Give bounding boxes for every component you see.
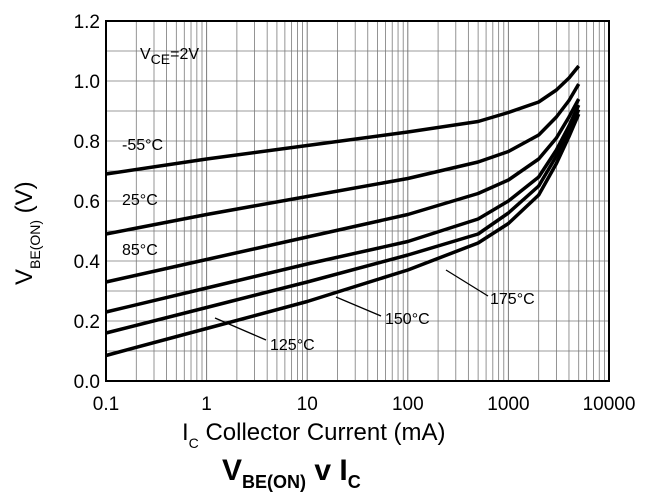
x-tick-labels: 0.1 1 10 100 1000 10000 <box>93 394 636 415</box>
y-tick-label: 1.2 <box>74 12 100 33</box>
y-tick-label: 0.0 <box>74 372 100 393</box>
x-tick-label: 10000 <box>583 394 636 415</box>
series-line <box>105 113 581 358</box>
series-label: 125°C <box>270 337 315 354</box>
label-leader-lines <box>214 269 489 341</box>
vce-condition: VCE=2V <box>140 46 199 67</box>
y-tick-label: 0.4 <box>74 252 101 273</box>
y-tick-label: 0.8 <box>74 132 100 153</box>
y-tick-labels: 0.0 0.2 0.4 0.6 0.8 1.0 1.2 <box>74 12 101 393</box>
series-line <box>105 83 581 236</box>
plot-frame <box>105 20 610 382</box>
series-line <box>105 98 581 284</box>
series-label: 175°C <box>490 291 535 308</box>
x-tick-label: 1000 <box>487 394 529 415</box>
series-label: -55°C <box>122 137 163 154</box>
series-label: 150°C <box>385 311 430 328</box>
series-label: 85°C <box>122 242 158 259</box>
x-axis-label: IC Collector Current (mA) <box>182 419 446 451</box>
chart-title: VBE(ON) v IC <box>222 454 361 492</box>
y-tick-label: 1.0 <box>74 72 100 93</box>
series-label: 25°C <box>122 192 158 209</box>
leader-line <box>335 296 382 317</box>
x-tick-label: 0.1 <box>93 394 119 415</box>
series-line <box>105 64 581 176</box>
y-axis-label: VBE(ON) (V) <box>11 181 43 285</box>
series-line <box>105 104 581 314</box>
leader-line <box>445 269 489 297</box>
series-labels: -55°C 25°C 85°C 125°C 150°C 175°C <box>122 137 535 354</box>
x-tick-label: 100 <box>392 394 424 415</box>
leader-line <box>214 317 267 341</box>
series-line <box>105 108 581 335</box>
x-tick-label: 1 <box>201 394 212 415</box>
series-lines <box>105 64 581 358</box>
y-tick-label: 0.6 <box>74 192 100 213</box>
x-tick-label: 10 <box>297 394 318 415</box>
y-tick-label: 0.2 <box>74 312 100 333</box>
